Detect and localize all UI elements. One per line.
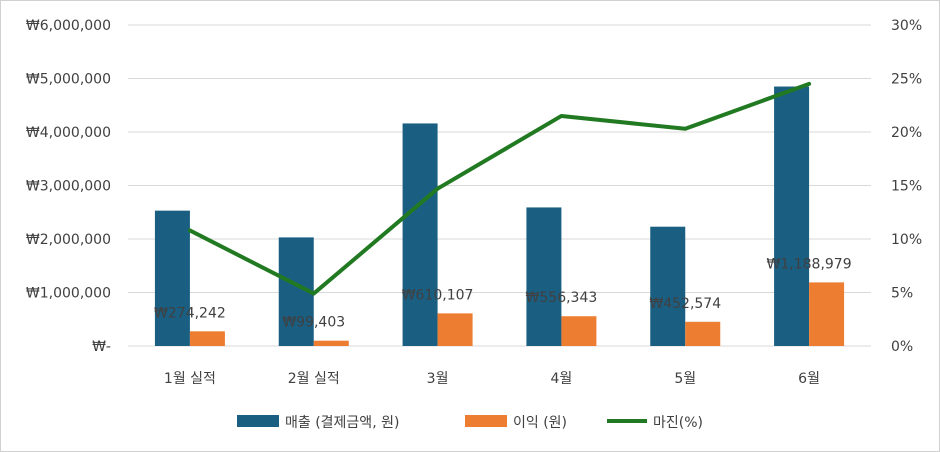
profit-bar <box>189 331 225 346</box>
y-left-tick-label: ₩1,000,000 <box>26 286 111 302</box>
y-left-tick-label: ₩2,000,000 <box>26 232 111 248</box>
y-right-tick-label: 15% <box>891 179 922 195</box>
y-left-tick-label: ₩- <box>92 339 111 355</box>
revenue-bar <box>526 207 562 346</box>
profit-bar <box>313 340 349 346</box>
x-tick-label: 6월 <box>798 371 820 387</box>
revenue-bar <box>402 123 438 346</box>
revenue-bar <box>650 226 686 346</box>
x-tick-label: 4월 <box>551 371 573 387</box>
y-left-tick-label: ₩5,000,000 <box>26 72 111 88</box>
y-right-tick-label: 0% <box>891 339 913 355</box>
x-tick-label: 5월 <box>674 371 696 387</box>
legend-label: 이익 (원) <box>513 415 567 431</box>
profit-data-label: ₩610,107 <box>402 287 474 303</box>
margin-line <box>187 81 812 296</box>
profit-bar <box>561 316 597 346</box>
y-right-tick-label: 5% <box>891 286 913 302</box>
revenue-bar <box>774 86 810 347</box>
profit-data-label: ₩1,188,979 <box>767 256 852 272</box>
legend-label: 마진(%) <box>653 415 703 431</box>
legend-label: 매출 (결제금액, 원) <box>285 415 399 431</box>
profit-data-label: ₩274,242 <box>154 305 226 321</box>
y-right-tick-label: 10% <box>891 232 922 248</box>
y-right-tick-label: 20% <box>891 125 922 141</box>
y-left-tick-label: ₩6,000,000 <box>26 18 111 34</box>
x-tick-label: 3월 <box>427 371 449 387</box>
legend-swatch <box>237 415 279 427</box>
profit-bar <box>685 321 721 346</box>
profit-data-label: ₩452,574 <box>649 296 721 312</box>
y-right-tick-label: 25% <box>891 72 922 88</box>
profit-data-label: ₩99,403 <box>282 315 345 331</box>
x-tick-label: 1월 실적 <box>164 371 216 387</box>
profit-data-label: ₩556,343 <box>526 290 598 306</box>
y-left-tick-label: ₩4,000,000 <box>26 125 111 141</box>
x-tick-label: 2월 실적 <box>288 371 340 387</box>
legend-swatch <box>465 415 507 427</box>
y-left-tick-label: ₩3,000,000 <box>26 179 111 195</box>
profit-bar <box>809 282 845 346</box>
profit-bar <box>437 313 473 346</box>
y-right-tick-label: 30% <box>891 18 922 34</box>
revenue-bar <box>154 210 190 346</box>
